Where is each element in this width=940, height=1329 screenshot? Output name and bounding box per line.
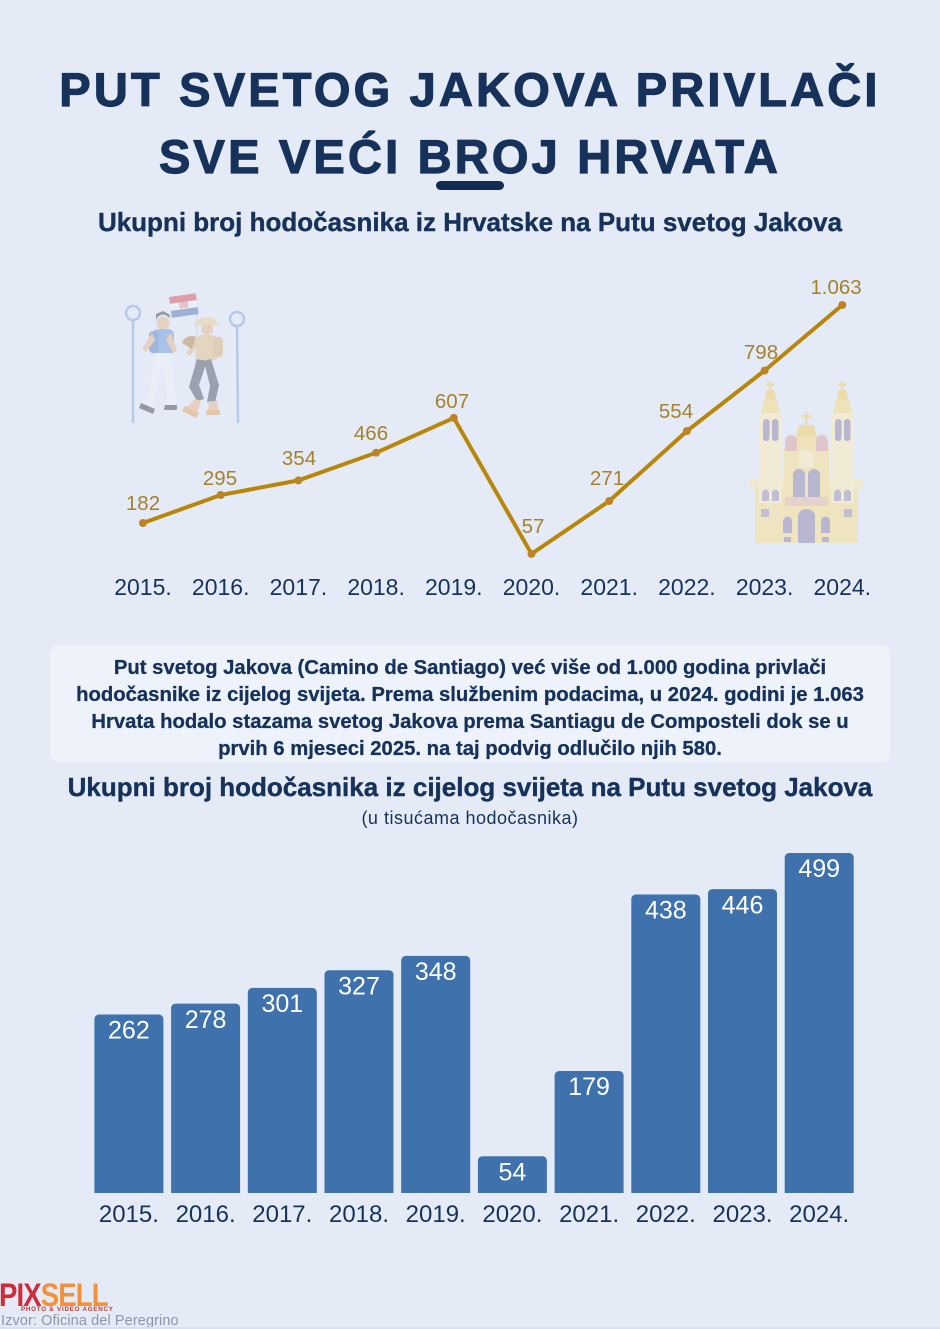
svg-text:2020.: 2020. <box>503 574 561 600</box>
svg-text:2019.: 2019. <box>425 574 483 600</box>
svg-text:2019.: 2019. <box>406 1201 466 1228</box>
svg-text:2016.: 2016. <box>192 574 250 600</box>
svg-text:2024.: 2024. <box>789 1201 849 1228</box>
svg-text:179: 179 <box>568 1073 610 1101</box>
svg-text:271: 271 <box>590 467 624 490</box>
svg-text:2022.: 2022. <box>636 1201 696 1228</box>
svg-text:301: 301 <box>261 990 303 1018</box>
svg-text:2024.: 2024. <box>814 574 872 600</box>
svg-text:2023.: 2023. <box>712 1201 772 1228</box>
svg-text:2017.: 2017. <box>270 574 328 600</box>
svg-text:798: 798 <box>744 341 778 364</box>
svg-text:278: 278 <box>185 1006 227 1034</box>
svg-text:2015.: 2015. <box>99 1201 159 1228</box>
svg-text:354: 354 <box>282 447 316 470</box>
svg-text:54: 54 <box>498 1158 526 1186</box>
svg-text:2018.: 2018. <box>347 574 405 600</box>
svg-text:1.063: 1.063 <box>810 276 861 299</box>
svg-text:2023.: 2023. <box>736 574 794 600</box>
svg-text:2017.: 2017. <box>252 1201 312 1228</box>
svg-text:2018.: 2018. <box>329 1201 389 1228</box>
svg-text:295: 295 <box>203 467 237 490</box>
svg-text:327: 327 <box>338 972 380 1000</box>
svg-text:182: 182 <box>126 492 160 515</box>
svg-text:2021.: 2021. <box>580 574 638 600</box>
svg-text:466: 466 <box>354 422 388 445</box>
svg-text:262: 262 <box>108 1017 150 1045</box>
svg-text:2015.: 2015. <box>114 574 172 600</box>
svg-text:57: 57 <box>522 515 545 538</box>
svg-text:438: 438 <box>645 897 687 925</box>
svg-text:2022.: 2022. <box>658 574 716 600</box>
svg-text:2016.: 2016. <box>176 1201 236 1228</box>
svg-text:2021.: 2021. <box>559 1201 619 1228</box>
svg-text:348: 348 <box>415 958 457 986</box>
svg-text:446: 446 <box>722 891 764 919</box>
svg-text:2020.: 2020. <box>482 1201 542 1228</box>
svg-text:607: 607 <box>435 390 469 413</box>
svg-text:554: 554 <box>659 400 693 423</box>
svg-text:499: 499 <box>798 855 840 883</box>
